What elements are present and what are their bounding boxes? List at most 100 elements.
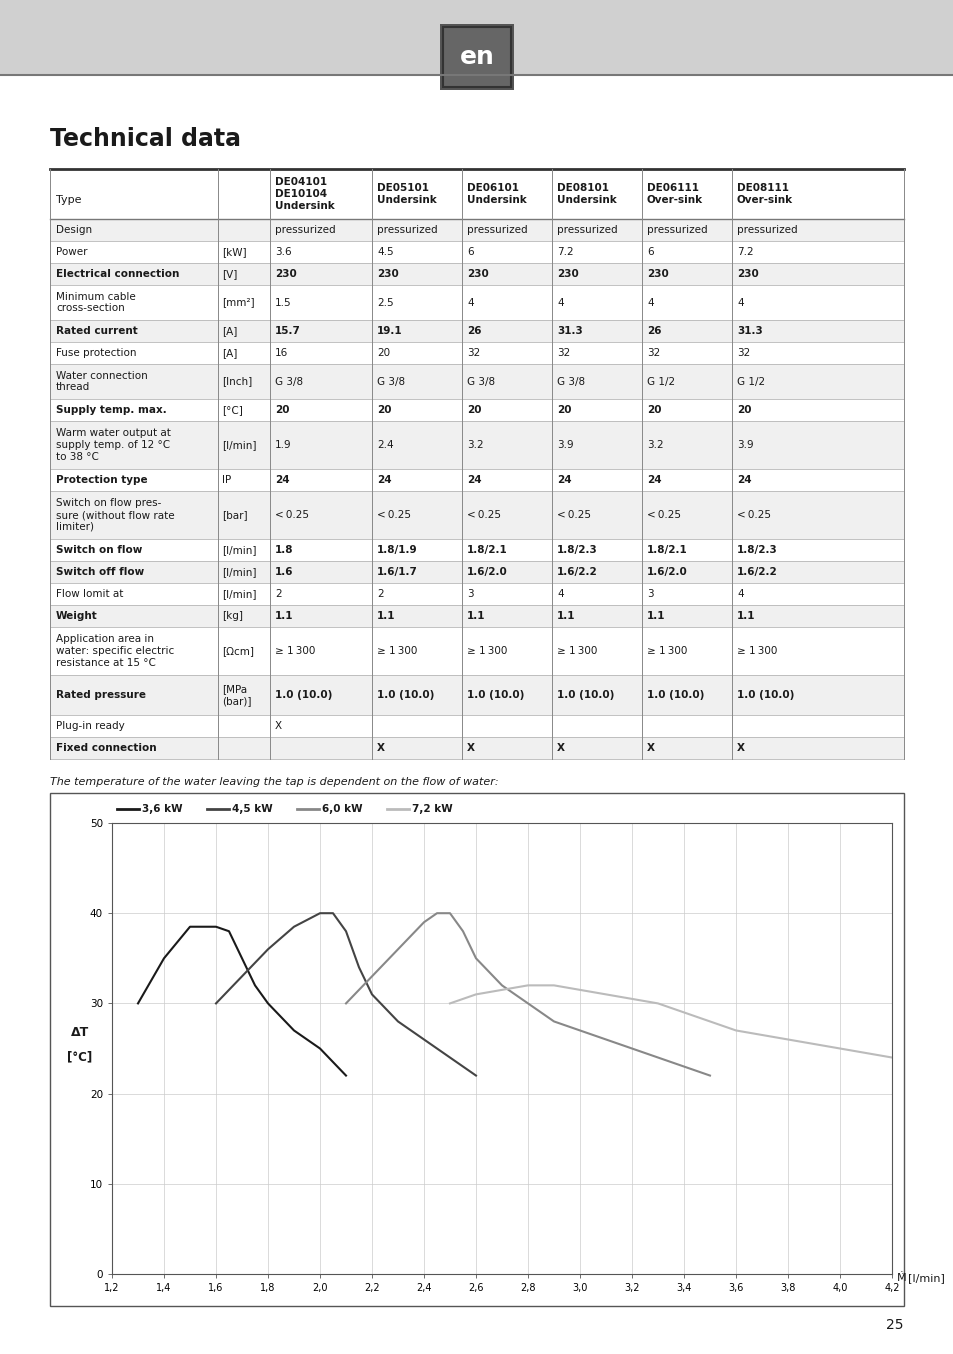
Text: 1.6/2.2: 1.6/2.2	[737, 567, 777, 577]
Text: Technical data: Technical data	[50, 127, 241, 152]
Text: X: X	[467, 743, 475, 753]
Text: 1.9: 1.9	[274, 440, 292, 450]
Text: 1.1: 1.1	[376, 611, 395, 621]
Text: 26: 26	[646, 326, 660, 336]
Text: 1.0 (10.0): 1.0 (10.0)	[467, 691, 524, 700]
Text: 32: 32	[646, 348, 659, 357]
Text: ≥ 1 300: ≥ 1 300	[376, 646, 416, 655]
Text: [A]: [A]	[222, 326, 237, 336]
Bar	[50, 605, 903, 627]
Text: 1.6/1.7: 1.6/1.7	[376, 567, 417, 577]
Bar	[439, 24, 514, 89]
Text: IP: IP	[222, 475, 231, 485]
Text: 1.6: 1.6	[274, 567, 294, 577]
Text: [l/min]: [l/min]	[222, 440, 256, 450]
Text: 1.8/2.1: 1.8/2.1	[646, 546, 687, 555]
Text: X: X	[376, 743, 385, 753]
Text: G 1/2: G 1/2	[646, 376, 675, 386]
Text: [Inch]: [Inch]	[222, 376, 252, 386]
Text: [MPa
(bar)]: [MPa (bar)]	[222, 684, 252, 705]
Text: 2: 2	[274, 589, 281, 598]
Bar	[50, 364, 903, 399]
Text: 6,0 kW: 6,0 kW	[322, 804, 362, 814]
Text: 6: 6	[646, 246, 653, 257]
Text: DE06101
Undersink: DE06101 Undersink	[467, 183, 526, 204]
Text: ≥ 1 300: ≥ 1 300	[646, 646, 687, 655]
Text: Plug-in ready: Plug-in ready	[56, 720, 125, 731]
Text: 32: 32	[467, 348, 479, 357]
Bar	[0, 0, 953, 74]
Text: < 0.25: < 0.25	[467, 510, 500, 520]
Text: pressurized: pressurized	[737, 225, 797, 236]
Text: 20: 20	[737, 405, 751, 414]
Text: [l/min]: [l/min]	[222, 567, 256, 577]
Text: 26: 26	[467, 326, 481, 336]
Text: 1.5: 1.5	[274, 298, 292, 307]
Text: 230: 230	[557, 269, 578, 279]
Text: Fuse protection: Fuse protection	[56, 348, 136, 357]
Text: 4: 4	[737, 298, 742, 307]
Text: [mm²]: [mm²]	[222, 298, 254, 307]
Text: 19.1: 19.1	[376, 326, 402, 336]
Bar	[50, 793, 903, 1307]
Text: 1.1: 1.1	[274, 611, 294, 621]
Text: 4,5 kW: 4,5 kW	[232, 804, 273, 814]
Text: Flow lomit at: Flow lomit at	[56, 589, 123, 598]
Text: pressurized: pressurized	[376, 225, 437, 236]
Text: ≥ 1 300: ≥ 1 300	[557, 646, 597, 655]
Text: 20: 20	[557, 405, 571, 414]
Text: 3.9: 3.9	[737, 440, 753, 450]
Text: 20: 20	[274, 405, 289, 414]
Text: en: en	[459, 45, 494, 69]
Bar	[50, 263, 903, 284]
Text: Ṁ̇: Ṁ̇	[896, 1273, 905, 1284]
Text: DE05101
Undersink: DE05101 Undersink	[376, 183, 436, 204]
Text: 1.8/2.1: 1.8/2.1	[467, 546, 507, 555]
Text: 32: 32	[737, 348, 749, 357]
Text: Rated pressure: Rated pressure	[56, 691, 146, 700]
Text: Warm water output at
supply temp. of 12 °C
to 38 °C: Warm water output at supply temp. of 12 …	[56, 428, 171, 462]
Text: 1.8/1.9: 1.8/1.9	[376, 546, 417, 555]
Text: 2.5: 2.5	[376, 298, 394, 307]
Text: < 0.25: < 0.25	[557, 510, 590, 520]
Text: 230: 230	[646, 269, 668, 279]
Text: 230: 230	[737, 269, 758, 279]
Text: 25: 25	[885, 1317, 903, 1332]
Text: 230: 230	[376, 269, 398, 279]
Text: 32: 32	[557, 348, 570, 357]
Text: 230: 230	[467, 269, 488, 279]
Text: 24: 24	[274, 475, 290, 485]
Bar	[50, 492, 903, 539]
Text: 15.7: 15.7	[274, 326, 300, 336]
Text: < 0.25: < 0.25	[376, 510, 411, 520]
Text: Type: Type	[56, 195, 81, 204]
Text: 4: 4	[467, 298, 473, 307]
Text: Water connection
thread: Water connection thread	[56, 371, 148, 393]
Text: 3,6 kW: 3,6 kW	[142, 804, 182, 814]
Text: 1.8: 1.8	[274, 546, 294, 555]
Text: [V]: [V]	[222, 269, 237, 279]
Text: [°C]: [°C]	[68, 1051, 92, 1063]
Text: 3: 3	[467, 589, 473, 598]
Bar	[50, 320, 903, 343]
Text: 4.5: 4.5	[376, 246, 394, 257]
Text: pressurized: pressurized	[557, 225, 617, 236]
Text: X: X	[557, 743, 564, 753]
Text: ΔT: ΔT	[71, 1025, 89, 1039]
Text: Supply temp. max.: Supply temp. max.	[56, 405, 167, 414]
Text: pressurized: pressurized	[646, 225, 707, 236]
Text: The temperature of the water leaving the tap is dependent on the flow of water:: The temperature of the water leaving the…	[50, 777, 498, 787]
Text: ≥ 1 300: ≥ 1 300	[467, 646, 507, 655]
Text: 3.9: 3.9	[557, 440, 573, 450]
Text: [kW]: [kW]	[222, 246, 247, 257]
Text: 3.2: 3.2	[467, 440, 483, 450]
Text: 16: 16	[274, 348, 288, 357]
Text: Design: Design	[56, 225, 92, 236]
Text: 24: 24	[646, 475, 661, 485]
Text: 1.1: 1.1	[467, 611, 485, 621]
Text: < 0.25: < 0.25	[737, 510, 770, 520]
Text: 1.1: 1.1	[557, 611, 575, 621]
Text: DE04101
DE10104
Undersink: DE04101 DE10104 Undersink	[274, 177, 335, 211]
Text: [°C]: [°C]	[222, 405, 243, 414]
Text: 1.6/2.0: 1.6/2.0	[646, 567, 687, 577]
